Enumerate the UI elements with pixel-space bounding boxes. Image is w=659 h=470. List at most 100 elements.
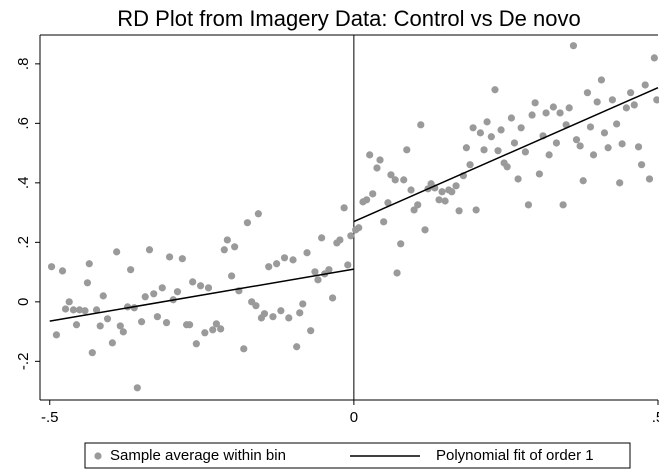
point: [189, 278, 197, 286]
point: [397, 240, 405, 248]
point: [223, 236, 231, 244]
point: [637, 161, 646, 169]
point: [597, 76, 606, 84]
point: [296, 309, 304, 317]
point: [387, 171, 395, 179]
legend-label: Polynomial fit of order 1: [436, 447, 594, 464]
point: [494, 147, 502, 155]
point: [240, 345, 248, 353]
point: [528, 111, 536, 119]
point: [127, 266, 135, 274]
y-tick-label: -.2: [15, 353, 32, 371]
point: [549, 103, 557, 111]
point: [559, 201, 567, 209]
x-tick-label: -.5: [41, 409, 59, 426]
point: [325, 266, 333, 274]
point: [438, 188, 446, 196]
point: [531, 99, 539, 107]
point: [391, 176, 399, 184]
point: [72, 321, 81, 329]
point: [196, 282, 205, 290]
point: [209, 326, 217, 334]
point: [318, 234, 326, 242]
point: [421, 226, 429, 234]
point: [260, 310, 269, 318]
point: [586, 123, 595, 131]
point: [414, 201, 422, 209]
point: [650, 54, 658, 62]
point: [204, 284, 213, 292]
point: [173, 288, 182, 296]
point: [448, 188, 456, 196]
point: [556, 109, 564, 117]
point: [604, 144, 612, 152]
point: [355, 224, 363, 232]
point: [393, 269, 401, 277]
point: [455, 207, 463, 215]
chart-title: RD Plot from Imagery Data: Control vs De…: [117, 6, 580, 31]
point: [630, 101, 638, 109]
point: [608, 96, 616, 104]
point: [572, 136, 581, 144]
point: [472, 206, 480, 214]
point: [340, 204, 348, 212]
point: [65, 298, 73, 306]
y-tick-label: .4: [15, 177, 32, 190]
point: [510, 139, 519, 147]
point: [384, 199, 392, 207]
point: [269, 313, 277, 321]
point: [613, 120, 621, 128]
point: [113, 248, 121, 256]
point: [535, 170, 543, 178]
point: [137, 318, 146, 326]
point: [116, 322, 124, 330]
point: [545, 151, 553, 159]
point: [373, 164, 381, 172]
point: [83, 279, 92, 287]
point: [88, 349, 96, 357]
point: [92, 306, 101, 314]
point: [289, 256, 297, 264]
point: [480, 146, 488, 154]
point: [228, 272, 236, 280]
x-tick-label: .5: [652, 409, 659, 426]
point: [616, 179, 624, 187]
point: [201, 329, 209, 337]
point: [303, 249, 311, 257]
point: [403, 146, 411, 154]
point: [61, 305, 70, 313]
point: [119, 328, 127, 336]
point: [314, 276, 322, 284]
point: [380, 218, 388, 226]
point: [311, 268, 319, 276]
point: [99, 292, 107, 300]
point: [178, 255, 186, 263]
point: [141, 293, 149, 301]
point: [366, 151, 374, 159]
point: [103, 315, 112, 323]
point: [552, 139, 561, 147]
point: [220, 246, 228, 254]
point: [407, 186, 415, 194]
point: [212, 320, 220, 328]
point: [583, 89, 592, 97]
point: [47, 263, 56, 271]
point: [487, 133, 495, 141]
point: [569, 42, 578, 50]
point: [186, 321, 194, 329]
point: [293, 343, 301, 351]
point: [503, 163, 511, 171]
point: [441, 197, 449, 205]
point: [85, 260, 93, 268]
point: [576, 142, 584, 150]
point: [466, 161, 474, 169]
legend-label: Sample average within bin: [110, 447, 286, 464]
point: [58, 267, 67, 275]
point: [75, 306, 84, 314]
point: [542, 109, 550, 117]
point: [307, 327, 315, 335]
point: [600, 129, 609, 137]
point: [254, 210, 262, 218]
point: [192, 340, 200, 348]
